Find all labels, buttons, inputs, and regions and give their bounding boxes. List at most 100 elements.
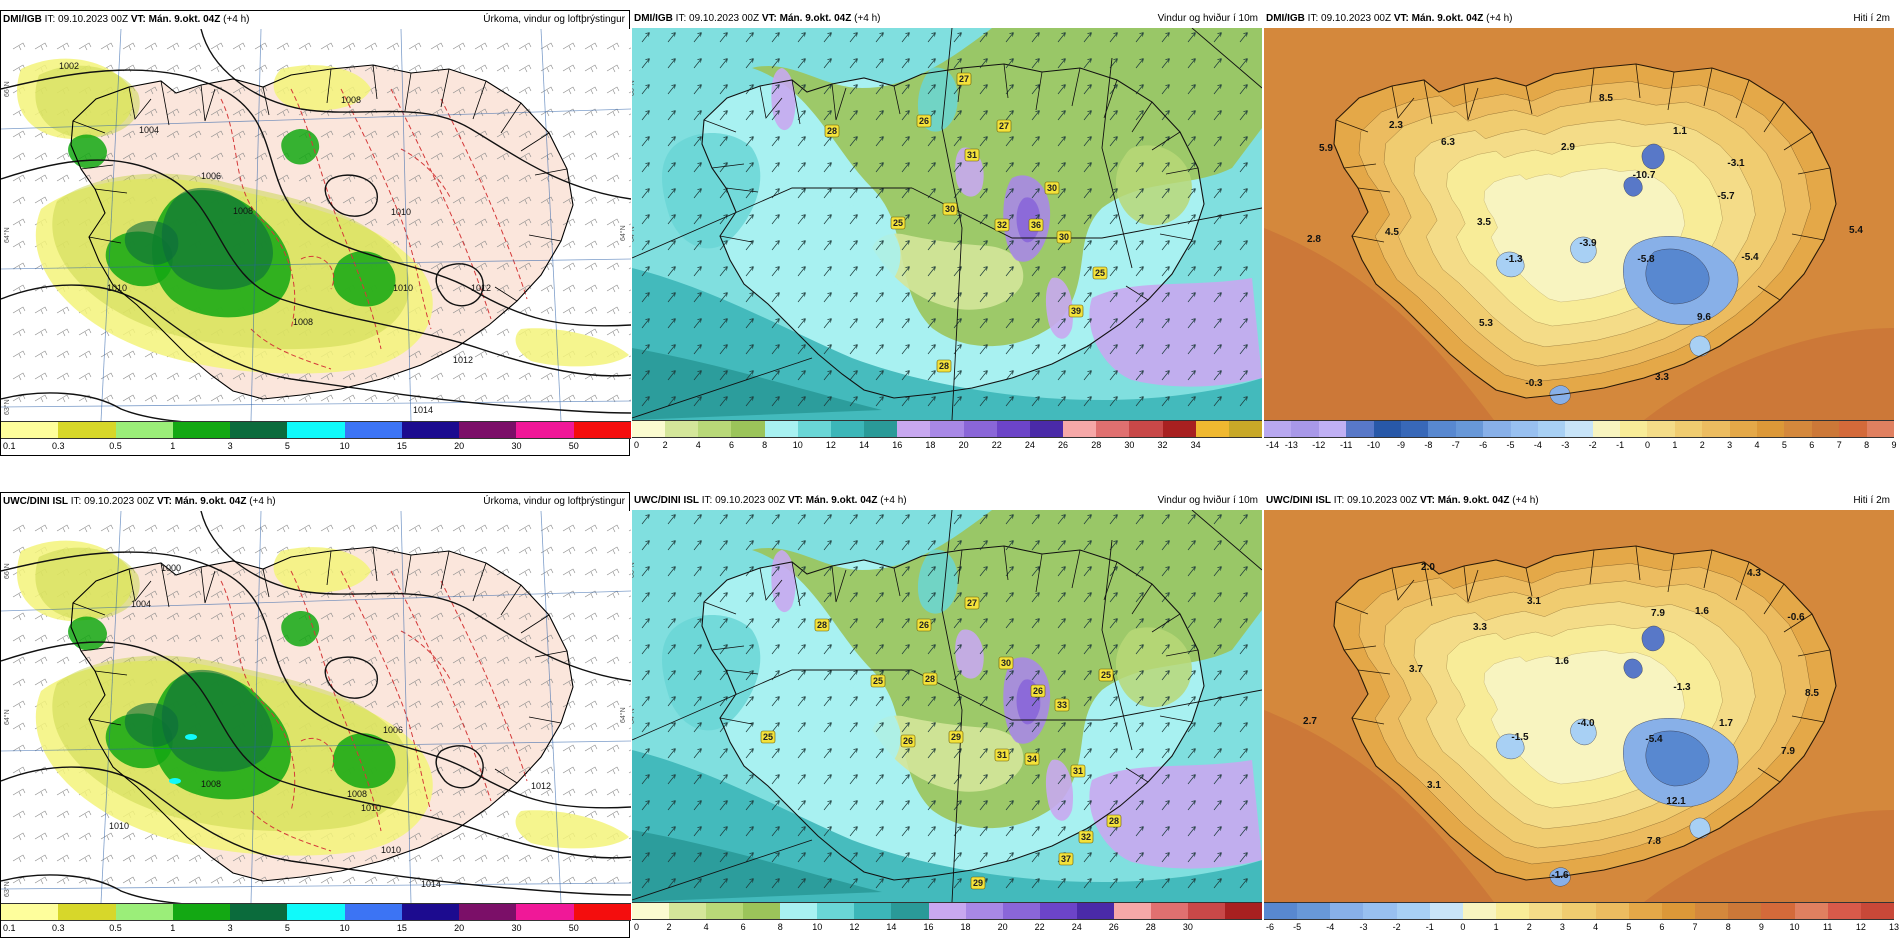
- colorbar-swatch: [1595, 903, 1629, 919]
- wind-barb: [540, 678, 554, 687]
- wind-barb: [232, 108, 246, 117]
- wind-barb: [562, 744, 576, 753]
- wind-barb: [562, 42, 576, 51]
- wind-barb: [320, 854, 334, 863]
- wind-barb: [584, 744, 598, 753]
- colorbar-tick-label: 5: [1626, 922, 1632, 932]
- wind-barb: [584, 656, 598, 665]
- wind-arrow: [1187, 266, 1196, 277]
- wind-arrow: [1057, 162, 1066, 173]
- temperature-value: -10.7: [1633, 170, 1656, 181]
- wind-arrow: [797, 84, 806, 95]
- wind-arrow: [1161, 266, 1170, 277]
- wind-arrow: [797, 214, 806, 225]
- wind-arrow: [1083, 214, 1092, 225]
- wind-arrow: [797, 618, 806, 629]
- colorbar-tick-label: 34: [1190, 440, 1201, 450]
- wind-barb: [122, 524, 136, 533]
- wind-arrow: [797, 774, 806, 785]
- wind-arrow: [1161, 852, 1170, 863]
- wind-barb: [364, 42, 378, 51]
- wind-barb: [518, 196, 532, 205]
- lead-time: (+4 h): [1486, 13, 1513, 24]
- parameter-title: Hiti í 2m: [1853, 13, 1890, 24]
- wind-arrow: [1135, 136, 1144, 147]
- wind-barb: [562, 218, 576, 227]
- wind-arrow: [1213, 266, 1222, 277]
- wind-barb: [474, 372, 488, 381]
- wind-barb: [452, 744, 466, 753]
- wind-arrow: [667, 774, 676, 785]
- wind-barb: [34, 152, 48, 161]
- wind-barb: [496, 524, 510, 533]
- wind-barb: [188, 130, 202, 139]
- wind-arrow: [823, 774, 832, 785]
- precip-light-area: [515, 328, 629, 367]
- wind-barb: [56, 634, 70, 643]
- wind-arrow: [641, 670, 650, 681]
- wind-arrow: [693, 618, 702, 629]
- wind-barb: [474, 700, 488, 709]
- temperature-value: -1.3: [1505, 254, 1523, 265]
- colorbar-tick-label: 30: [1124, 440, 1135, 450]
- isobar-label: 1004: [139, 125, 159, 135]
- wind-arrow: [771, 110, 780, 121]
- wind-barb: [144, 854, 158, 863]
- wind-speed-area: [819, 205, 901, 295]
- colorbar-tick-label: 8: [762, 440, 768, 450]
- wind-arrow: [927, 696, 936, 707]
- wind-arrow: [979, 592, 988, 603]
- wind-barb: [188, 152, 202, 161]
- wind-arrow: [875, 566, 884, 577]
- wind-barb: [298, 42, 312, 51]
- wind-arrow: [771, 58, 780, 69]
- wind-speed-area: [872, 715, 1024, 792]
- wind-barb: [276, 590, 290, 599]
- wind-barb: [12, 196, 26, 205]
- wind-barb: [540, 766, 554, 775]
- colorbar-tick-label: 1: [170, 923, 176, 933]
- wind-arrow: [1187, 32, 1196, 43]
- wind-arrow: [875, 396, 884, 407]
- wind-arrow: [1239, 58, 1248, 69]
- wind-arrow: [953, 370, 962, 381]
- panel-header: DMI/IGB IT: 09.10.2023 00Z VT: Mán. 9.ok…: [1264, 10, 1894, 28]
- wind-arrow: [1083, 136, 1092, 147]
- wind-arrow: [641, 618, 650, 629]
- wind-barb: [210, 634, 224, 643]
- wind-barb: [474, 306, 488, 315]
- wind-barb: [276, 876, 290, 885]
- wind-barb: [606, 240, 620, 249]
- wind-barb: [364, 524, 378, 533]
- wind-arrow: [797, 58, 806, 69]
- wind-barb: [496, 656, 510, 665]
- wind-barb: [254, 546, 268, 555]
- wind-barb: [518, 152, 532, 161]
- wind-arrow: [771, 644, 780, 655]
- gust-value: 25: [763, 732, 773, 742]
- colorbar: [1264, 420, 1894, 438]
- wind-arrow: [719, 618, 728, 629]
- wind-arrow: [823, 592, 832, 603]
- wind-barb: [78, 524, 92, 533]
- wind-arrow: [979, 318, 988, 329]
- wind-arrow: [875, 214, 884, 225]
- wind-arrow: [875, 318, 884, 329]
- wind-barb: [12, 678, 26, 687]
- wind-barb: [430, 766, 444, 775]
- wind-barb: [430, 284, 444, 293]
- colorbar-swatch: [1264, 421, 1292, 437]
- temperature-value: -5.4: [1645, 734, 1663, 745]
- colorbar-ticks: 0.1 0.3 0.5 1 3 5 10 15 20 30 50: [1, 923, 631, 937]
- gust-value: 33: [1057, 700, 1067, 710]
- isobar-label: 1014: [421, 879, 441, 889]
- wind-arrow: [771, 136, 780, 147]
- precip-moderate-area: [35, 65, 140, 138]
- colorbar-swatch: [1346, 421, 1374, 437]
- wind-barb: [474, 546, 488, 555]
- wind-arrow: [1161, 566, 1170, 577]
- wind-speed-area: [1089, 760, 1262, 869]
- wind-barb: [430, 722, 444, 731]
- colorbar-tick-label: 8: [1864, 440, 1870, 450]
- wind-barb: [584, 612, 598, 621]
